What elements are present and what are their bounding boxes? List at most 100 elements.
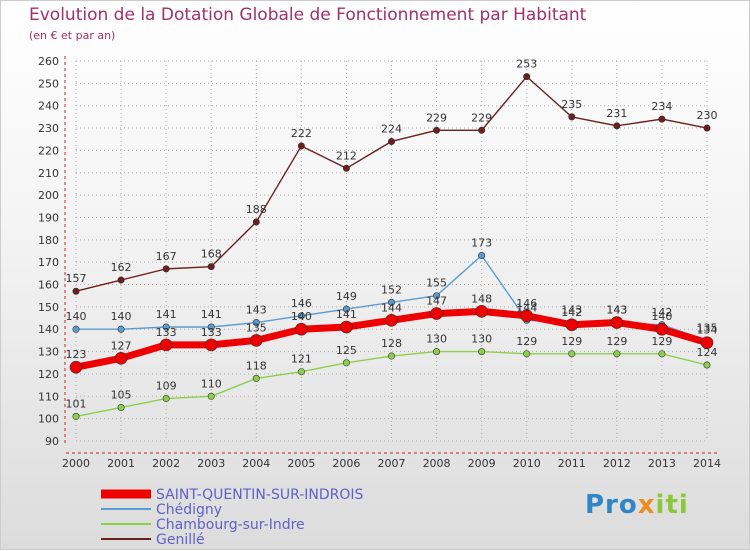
data-label-chedigny: 141: [156, 308, 177, 321]
data-label-genille: 188: [246, 203, 267, 216]
data-point-chambourg-sur-indre: [207, 392, 215, 400]
data-label-chambourg-sur-indre: 129: [516, 335, 537, 348]
data-label-chedigny: 135: [697, 321, 718, 334]
y-tick-label: 180: [38, 234, 59, 247]
data-label-chambourg-sur-indre: 121: [291, 353, 312, 366]
y-tick-label: 170: [38, 256, 59, 269]
data-point-chedigny: [252, 319, 260, 327]
data-label-genille: 168: [201, 248, 222, 261]
data-label-genille: 162: [111, 261, 132, 274]
data-label-chambourg-sur-indre: 129: [651, 335, 672, 348]
data-point-saint-quentin-sur-indrois: [204, 338, 218, 352]
data-label-chedigny: 140: [66, 310, 87, 323]
data-point-genille: [703, 124, 711, 132]
x-tick-label: 2009: [468, 457, 496, 470]
data-point-chambourg-sur-indre: [703, 361, 711, 369]
data-point-chambourg-sur-indre: [297, 368, 305, 376]
data-label-saint-quentin-sur-indrois: 133: [156, 326, 177, 339]
data-label-genille: 235: [561, 98, 582, 111]
data-point-genille: [162, 265, 170, 273]
data-point-chambourg-sur-indre: [162, 395, 170, 403]
data-label-chambourg-sur-indre: 129: [606, 335, 627, 348]
data-point-genille: [252, 218, 260, 226]
y-tick-label: 130: [38, 346, 59, 359]
x-tick-label: 2000: [62, 457, 90, 470]
data-label-genille: 224: [381, 122, 402, 135]
x-tick-label: 2004: [242, 457, 270, 470]
data-point-chambourg-sur-indre: [342, 359, 350, 367]
data-point-chedigny: [478, 251, 486, 259]
data-point-chambourg-sur-indre: [72, 412, 80, 420]
data-label-chedigny: 146: [291, 297, 312, 310]
data-point-saint-quentin-sur-indrois: [295, 322, 308, 336]
data-label-chedigny: 155: [426, 277, 447, 290]
x-tick-label: 2008: [423, 457, 451, 470]
data-label-saint-quentin-sur-indrois: 148: [471, 292, 492, 305]
data-label-saint-quentin-sur-indrois: 140: [291, 310, 312, 323]
data-point-genille: [297, 142, 305, 150]
data-label-genille: 157: [66, 272, 87, 285]
data-point-genille: [568, 113, 576, 121]
data-point-saint-quentin-sur-indrois: [610, 316, 624, 329]
data-label-saint-quentin-sur-indrois: 141: [336, 308, 357, 321]
y-tick-label: 150: [38, 301, 59, 314]
data-label-genille: 212: [336, 149, 357, 162]
y-tick-label: 110: [38, 390, 59, 403]
data-point-genille: [433, 126, 441, 134]
data-label-genille: 230: [697, 109, 718, 122]
data-point-saint-quentin-sur-indrois: [430, 307, 443, 320]
data-point-genille: [523, 73, 531, 81]
x-tick-label: 2007: [378, 457, 406, 470]
data-label-chambourg-sur-indre: 130: [471, 333, 492, 346]
data-label-genille: 229: [471, 111, 492, 124]
x-tick-label: 2001: [107, 457, 135, 470]
y-tick-label: 100: [38, 413, 59, 426]
data-point-chedigny: [387, 298, 395, 306]
data-point-genille: [342, 164, 350, 172]
legend-label-genille: Genillé: [156, 532, 205, 548]
y-tick-label: 240: [38, 100, 59, 113]
x-tick-label: 2005: [287, 457, 315, 470]
data-point-genille: [613, 122, 621, 130]
x-tick-label: 2006: [332, 457, 360, 470]
data-label-chambourg-sur-indre: 124: [697, 346, 718, 359]
data-point-genille: [207, 263, 215, 271]
data-point-saint-quentin-sur-indrois: [340, 320, 353, 334]
data-label-saint-quentin-sur-indrois: 147: [426, 295, 447, 308]
chart-title: Evolution de la Dotation Globale de Fonc…: [29, 5, 587, 25]
data-point-saint-quentin-sur-indrois: [159, 338, 173, 352]
data-label-saint-quentin-sur-indrois: 127: [111, 339, 132, 352]
data-label-saint-quentin-sur-indrois: 142: [561, 306, 582, 319]
x-tick-label: 2011: [558, 457, 586, 470]
data-label-chedigny: 144: [516, 301, 537, 314]
data-label-saint-quentin-sur-indrois: 144: [381, 301, 402, 314]
data-point-saint-quentin-sur-indrois: [385, 313, 398, 327]
data-point-saint-quentin-sur-indrois: [69, 360, 83, 374]
data-label-chedigny: 173: [471, 236, 492, 249]
data-point-chedigny: [342, 305, 350, 313]
data-label-genille: 167: [156, 250, 177, 263]
data-label-genille: 253: [516, 58, 537, 71]
chart-subtitle: (en € et par an): [29, 29, 116, 42]
data-point-saint-quentin-sur-indrois: [700, 336, 714, 349]
y-tick-label: 230: [38, 122, 59, 135]
data-label-genille: 231: [606, 107, 627, 120]
data-point-genille: [658, 115, 666, 123]
y-tick-label: 220: [38, 144, 59, 157]
data-label-chambourg-sur-indre: 130: [426, 333, 447, 346]
data-label-saint-quentin-sur-indrois: 134: [697, 324, 718, 337]
data-point-chedigny: [207, 323, 215, 331]
data-label-chedigny: 140: [111, 310, 132, 323]
x-tick-label: 2002: [152, 457, 180, 470]
x-tick-label: 2010: [513, 457, 541, 470]
data-label-chambourg-sur-indre: 105: [111, 388, 132, 401]
data-label-genille: 234: [651, 100, 672, 113]
data-point-chambourg-sur-indre: [568, 350, 576, 358]
data-point-saint-quentin-sur-indrois: [114, 351, 128, 365]
data-label-chambourg-sur-indre: 125: [336, 344, 357, 357]
data-point-chambourg-sur-indre: [433, 348, 441, 356]
y-tick-label: 160: [38, 279, 59, 292]
data-point-chedigny: [297, 312, 305, 320]
